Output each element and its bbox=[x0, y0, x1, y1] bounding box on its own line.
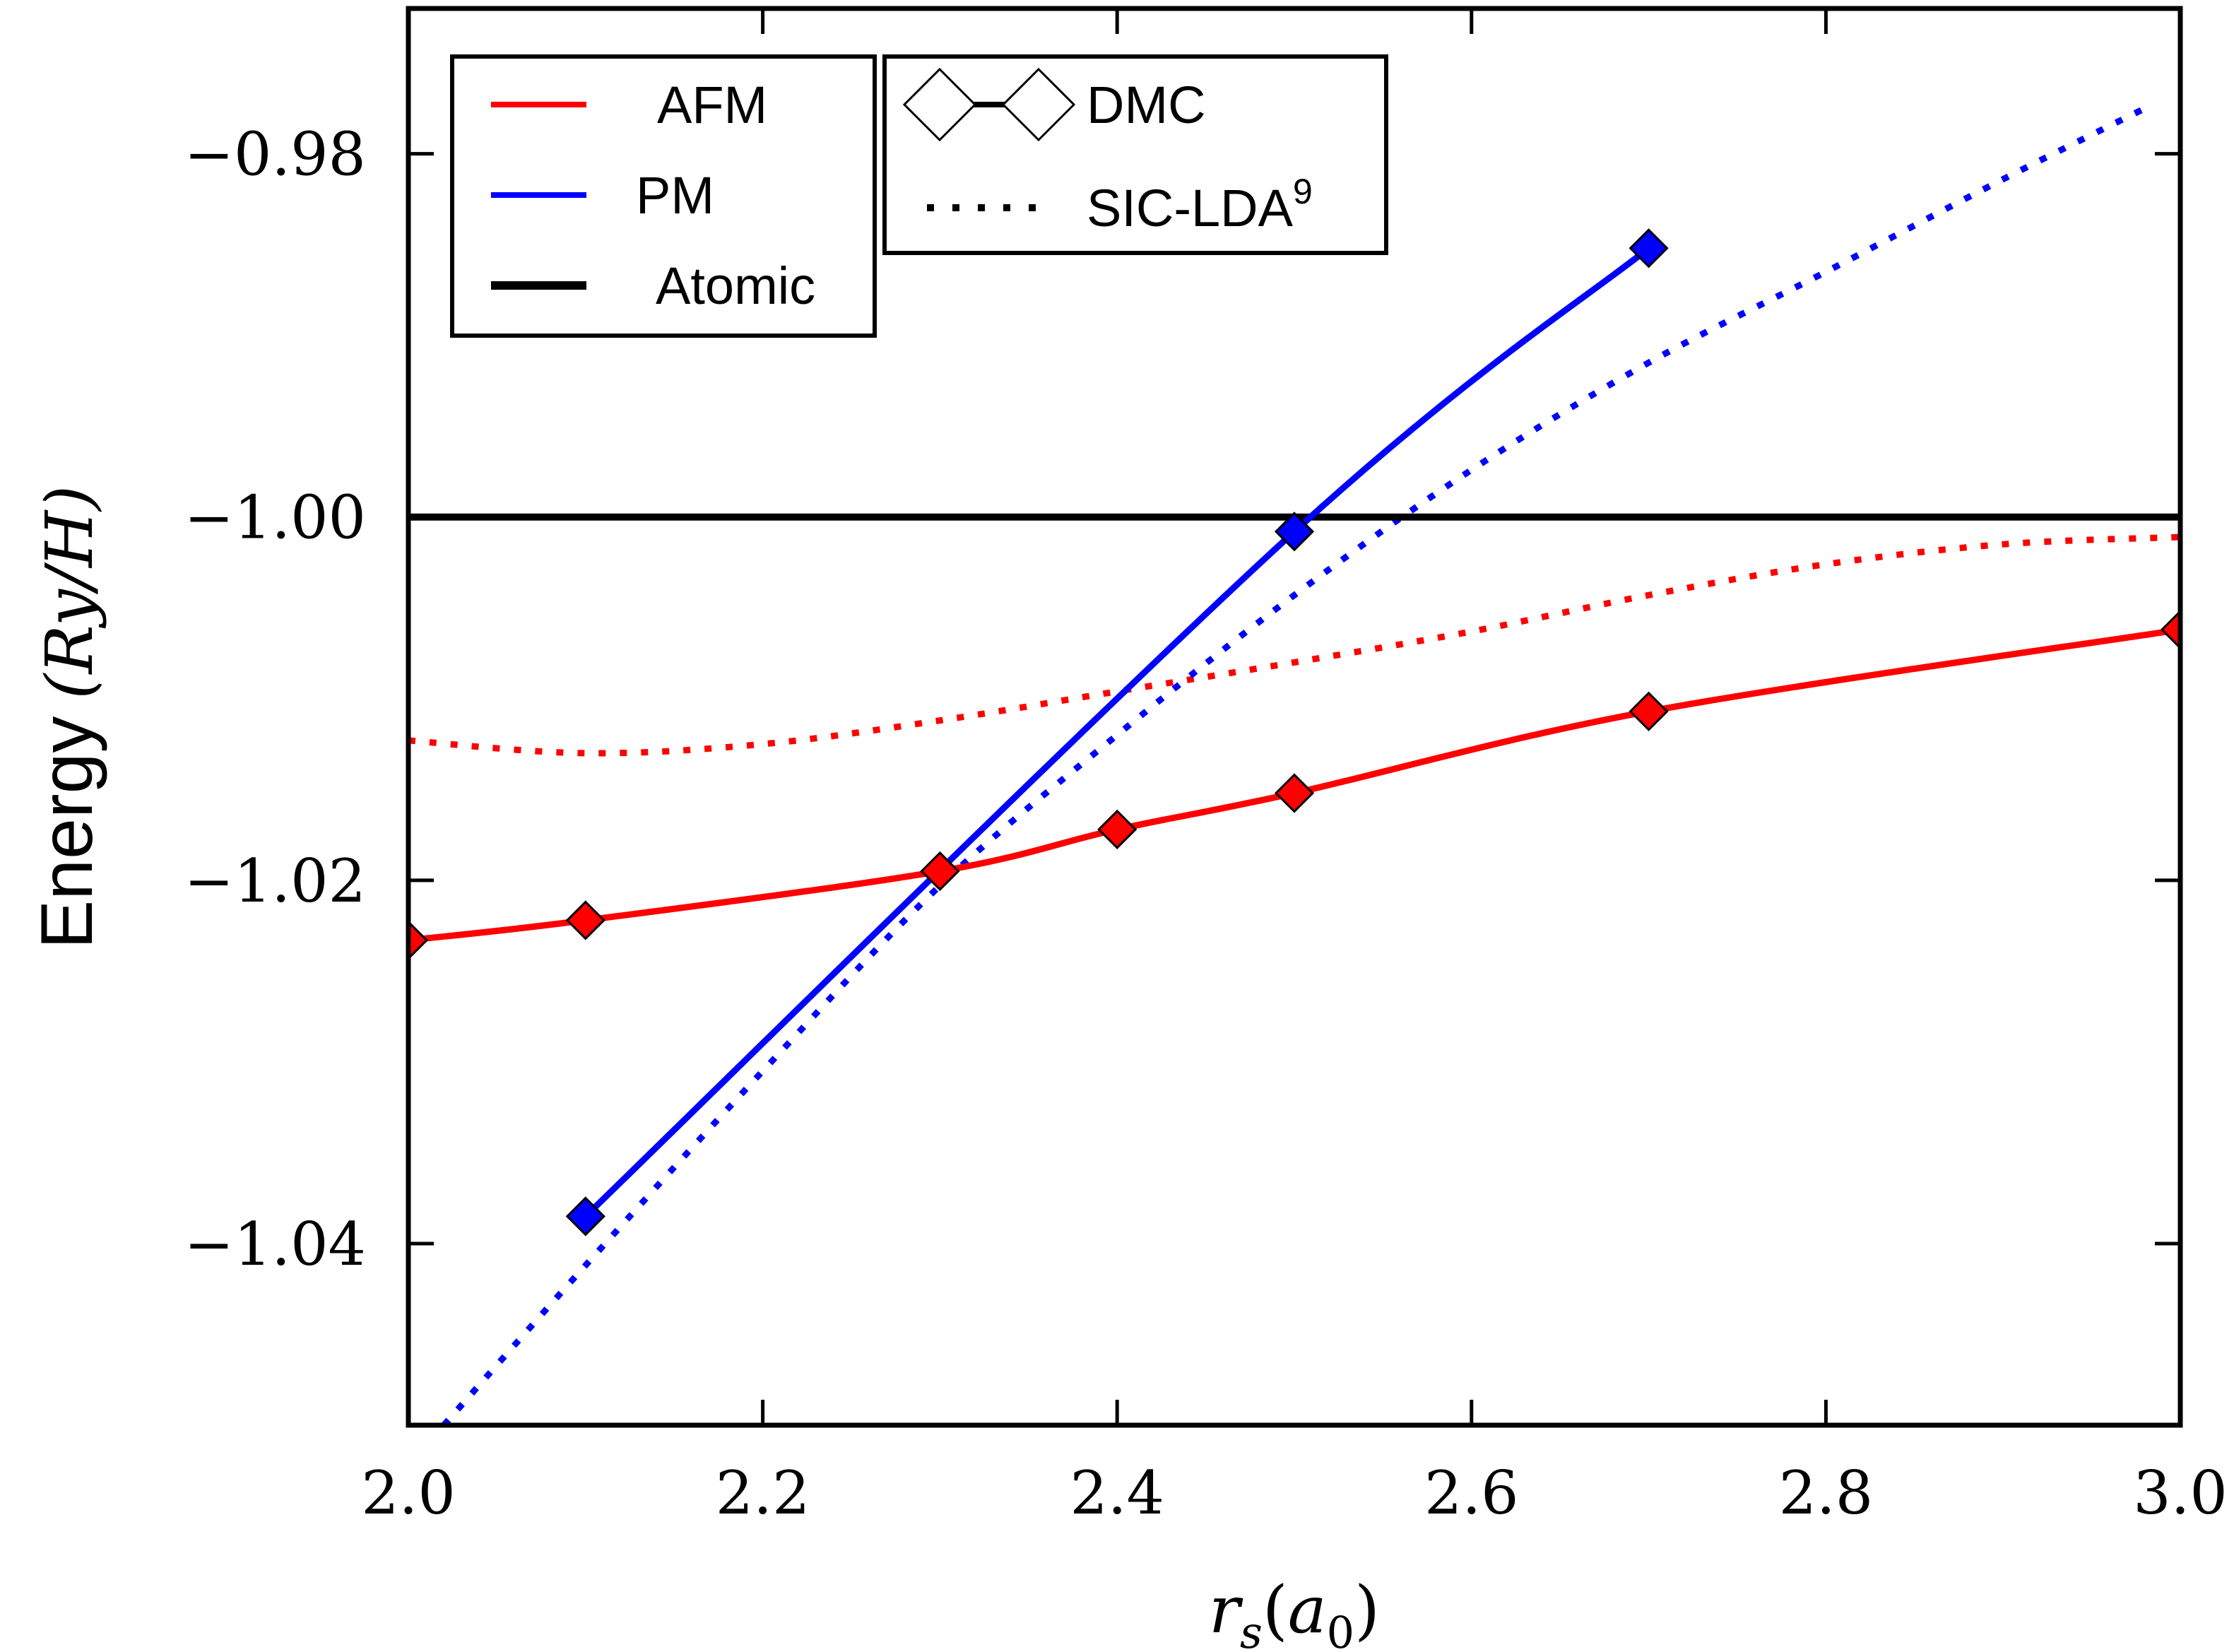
x-tick-labels: 2.0 2.2 2.4 2.6 2.8 3.0 bbox=[361, 1458, 2228, 1528]
x-tick-label-2: 2.4 bbox=[1070, 1458, 1164, 1528]
x-axis-title: rs(a0) bbox=[1209, 1572, 1380, 1652]
x-axis-title-sub: s bbox=[1240, 1607, 1263, 1652]
legend-swatch-dmc-marker-left bbox=[902, 67, 977, 142]
legend-label-sic-lda: SIC-LDA9 bbox=[1087, 172, 1313, 237]
plot-frame bbox=[406, 6, 2183, 1428]
x-axis-title-arg: a bbox=[1288, 1572, 1327, 1648]
marker-pm-dmc-1 bbox=[1274, 512, 1315, 552]
x-axis-title-base: r bbox=[1209, 1572, 1243, 1648]
legend-label-afm: AFM bbox=[657, 76, 767, 134]
y-tick-labels: −1.04 −1.02 −1.00 −0.98 bbox=[184, 120, 366, 1279]
series-line-pm-dmc bbox=[583, 245, 1651, 1219]
series-layer bbox=[408, 105, 2180, 1425]
marker-pm-dmc-2 bbox=[1629, 228, 1669, 269]
legend-swatch-dmc-marker-right bbox=[1001, 67, 1076, 142]
legend-label-sic-lda-text: SIC-LDA bbox=[1087, 179, 1294, 237]
marker-layer bbox=[408, 228, 2180, 1237]
x-axis-title-close: ) bbox=[1354, 1572, 1380, 1648]
y-tick-label-3: −0.98 bbox=[184, 120, 366, 189]
marker-afm-dmc-1 bbox=[565, 900, 605, 940]
x-tick-label-0: 2.0 bbox=[361, 1458, 456, 1528]
legend-label-pm: PM bbox=[636, 166, 714, 225]
series-line-afm-dmc bbox=[408, 626, 2180, 944]
legend-series: AFM PM Atomic bbox=[450, 54, 877, 338]
marker-afm-dmc-3 bbox=[1097, 809, 1137, 849]
x-tick-label-1: 2.2 bbox=[716, 1458, 810, 1528]
series-line-afm-sic-lda bbox=[408, 533, 2180, 757]
tick-layer bbox=[406, 8, 2182, 1425]
y-tick-label-2: −1.00 bbox=[184, 483, 366, 553]
legend-label-sic-lda-sup: 9 bbox=[1293, 172, 1313, 211]
y-axis-title-unit: (Ry/H) bbox=[32, 485, 107, 700]
x-tick-label-4: 2.8 bbox=[1779, 1458, 1874, 1528]
x-axis-title-arg-sub: 0 bbox=[1327, 1607, 1354, 1652]
marker-afm-dmc-2 bbox=[920, 851, 960, 892]
legend-label-atomic: Atomic bbox=[656, 256, 815, 315]
y-axis-title-word: Energy bbox=[26, 716, 108, 950]
marker-afm-dmc-0 bbox=[408, 920, 429, 960]
marker-afm-dmc-6 bbox=[2160, 609, 2180, 650]
marker-afm-dmc-5 bbox=[1629, 691, 1669, 731]
legend-method-box bbox=[882, 54, 1388, 255]
legend-label-dmc: DMC bbox=[1087, 76, 1206, 134]
y-tick-label-1: −1.02 bbox=[184, 846, 366, 916]
y-tick-label-0: −1.04 bbox=[184, 1210, 366, 1279]
legend-method: DMC SIC-LDA9 bbox=[882, 54, 1388, 255]
marker-pm-dmc-0 bbox=[565, 1196, 605, 1237]
x-tick-label-3: 2.6 bbox=[1424, 1458, 1519, 1528]
x-tick-label-5: 3.0 bbox=[2133, 1458, 2228, 1528]
y-axis-title: Energy (Ry/H) bbox=[26, 485, 108, 949]
x-axis-title-open: ( bbox=[1263, 1572, 1288, 1648]
marker-afm-dmc-4 bbox=[1274, 773, 1315, 813]
